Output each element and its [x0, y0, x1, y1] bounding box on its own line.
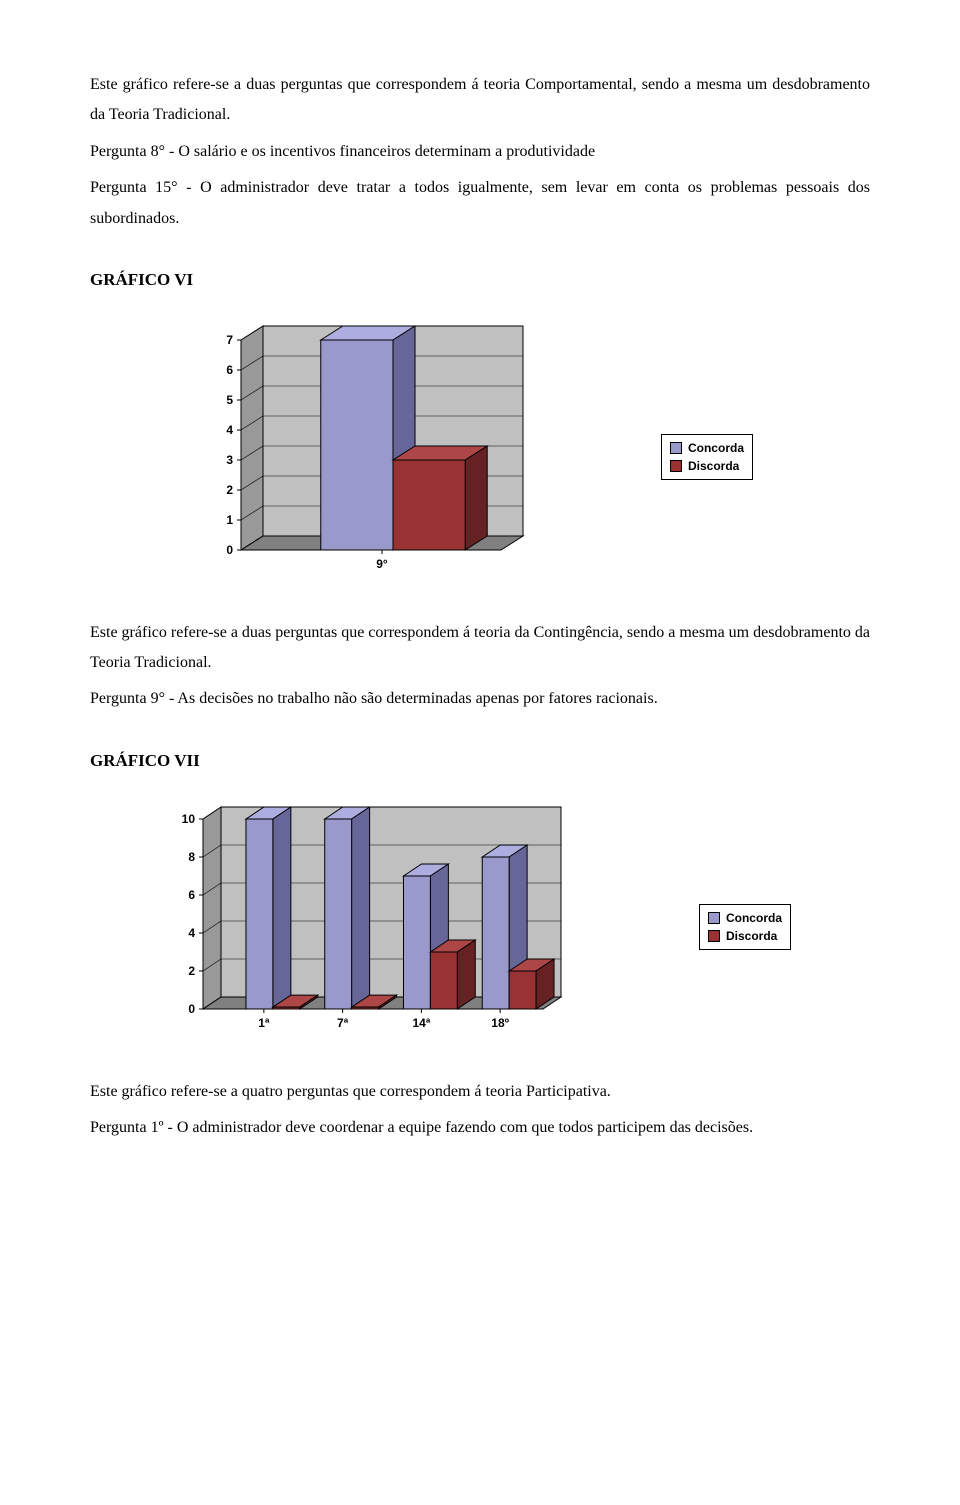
- chart6-container: 0 1 2 3 4 5 6 7 9° ConcordaDiscorda: [90, 324, 870, 589]
- svg-text:0: 0: [226, 543, 233, 557]
- chart-legend: ConcordaDiscorda: [699, 904, 791, 950]
- chart6-heading: GRÁFICO VI: [90, 264, 870, 296]
- svg-text:14ª: 14ª: [412, 1016, 430, 1030]
- svg-text:7ª: 7ª: [337, 1016, 349, 1030]
- legend-swatch: [708, 930, 720, 942]
- legend-item: Discorda: [708, 927, 782, 945]
- svg-text:10: 10: [182, 812, 196, 826]
- intro-paragraph-2: Pergunta 8° - O salário e os incentivos …: [90, 137, 870, 167]
- legend-item: Concorda: [670, 439, 744, 457]
- intro-paragraph-3: Pergunta 15° - O administrador deve trat…: [90, 173, 870, 234]
- svg-text:6: 6: [188, 888, 195, 902]
- svg-text:0: 0: [188, 1002, 195, 1016]
- svg-text:3: 3: [226, 453, 233, 467]
- legend-swatch: [670, 460, 682, 472]
- chart7-heading: GRÁFICO VII: [90, 745, 870, 777]
- legend-swatch: [708, 912, 720, 924]
- svg-text:9°: 9°: [376, 557, 388, 571]
- svg-text:7: 7: [226, 333, 233, 347]
- outro-paragraph-1: Este gráfico refere-se a quatro pergunta…: [90, 1077, 870, 1107]
- svg-text:18º: 18º: [491, 1016, 509, 1030]
- svg-text:1: 1: [226, 513, 233, 527]
- legend-swatch: [670, 442, 682, 454]
- chart7: 0 2 4 6 8 10 1ª 7ª 14ª 18º ConcordaDiscorda: [169, 805, 791, 1048]
- chart7-container: 0 2 4 6 8 10 1ª 7ª 14ª 18º ConcordaDiscorda: [90, 805, 870, 1048]
- legend-label: Discorda: [726, 927, 777, 945]
- svg-text:4: 4: [226, 423, 233, 437]
- svg-text:1ª: 1ª: [258, 1016, 270, 1030]
- svg-text:2: 2: [188, 964, 195, 978]
- svg-text:2: 2: [226, 483, 233, 497]
- svg-text:5: 5: [226, 393, 233, 407]
- legend-label: Concorda: [726, 909, 782, 927]
- mid-paragraph-1: Este gráfico refere-se a duas perguntas …: [90, 618, 870, 679]
- legend-label: Concorda: [688, 439, 744, 457]
- legend-item: Discorda: [670, 457, 744, 475]
- mid-paragraph-2: Pergunta 9° - As decisões no trabalho nã…: [90, 684, 870, 714]
- legend-item: Concorda: [708, 909, 782, 927]
- chart6: 0 1 2 3 4 5 6 7 9° ConcordaDiscorda: [207, 324, 753, 589]
- svg-text:8: 8: [188, 850, 195, 864]
- intro-paragraph-1: Este gráfico refere-se a duas perguntas …: [90, 70, 870, 131]
- legend-label: Discorda: [688, 457, 739, 475]
- outro-paragraph-2: Pergunta 1º - O administrador deve coord…: [90, 1113, 870, 1143]
- svg-text:6: 6: [226, 363, 233, 377]
- chart-legend: ConcordaDiscorda: [661, 434, 753, 480]
- svg-text:4: 4: [188, 926, 195, 940]
